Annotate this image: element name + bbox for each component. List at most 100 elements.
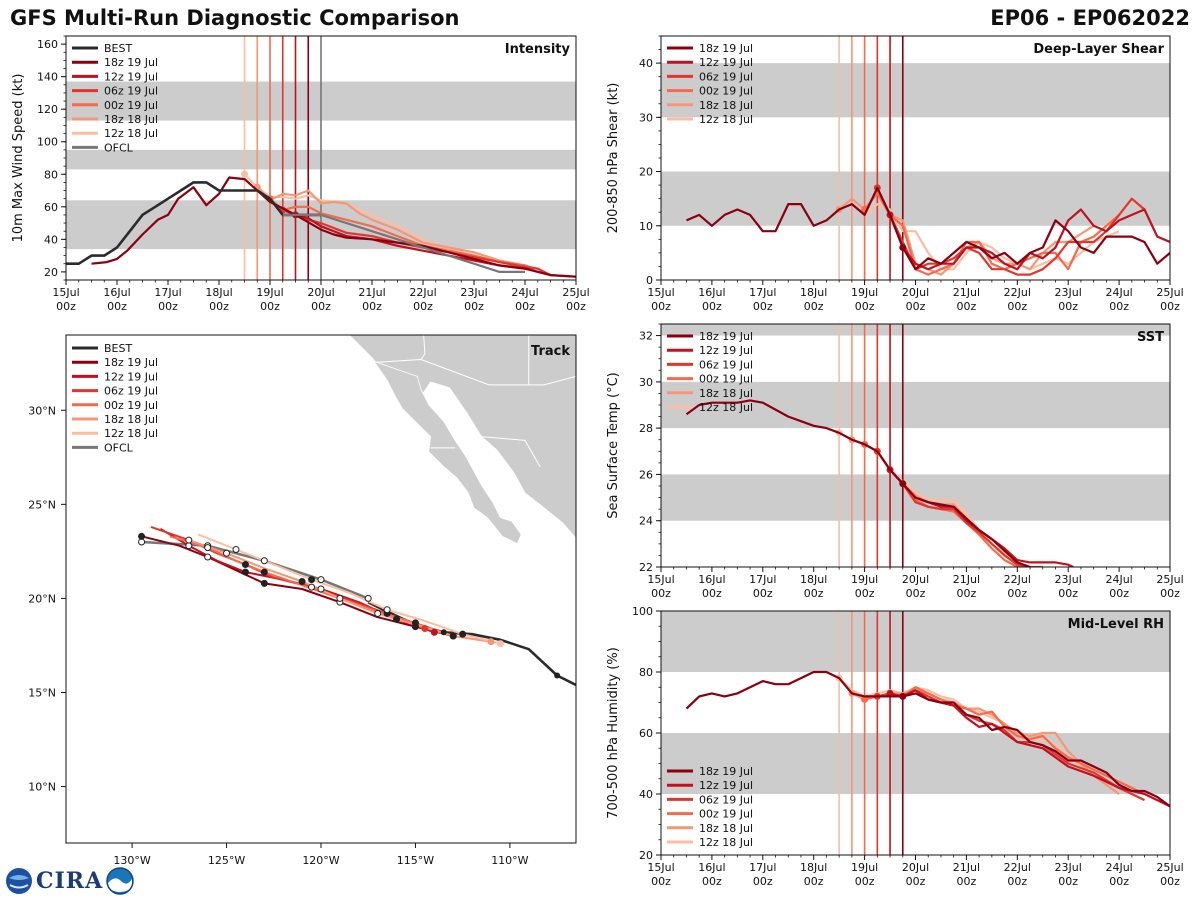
- track-point-forecast: [449, 632, 457, 640]
- track-point-forecast: [241, 561, 249, 569]
- intensity-x-tick-label: 25Jul: [562, 286, 589, 299]
- intensity-x-tick-label: 20Jul: [307, 286, 334, 299]
- track-point-forecast: [138, 532, 146, 540]
- shear-x-tick-label: 00z: [855, 300, 875, 313]
- intensity-x-tick-label: 17Jul: [154, 286, 181, 299]
- sst-threshold-band: [661, 381, 1170, 429]
- sst-x-tick-label: 25Jul: [1156, 573, 1183, 586]
- track-y-tick-label: 15°N: [28, 686, 56, 699]
- intensity-y-tick-label: 160: [37, 38, 58, 51]
- shear-x-tick-label: 00z: [804, 300, 824, 313]
- track-point-forecast: [411, 619, 419, 627]
- shear-legend-label: 00z 19 Jul: [699, 85, 753, 98]
- intensity-y-tick-label: 60: [44, 201, 58, 214]
- track-point-best: [554, 672, 561, 679]
- sst-legend-label: 12z 19 Jul: [699, 344, 753, 357]
- baja-california-peninsula: [372, 360, 522, 545]
- track-point-ofcl: [138, 538, 146, 546]
- shear-x-tick-label: 00z: [753, 300, 773, 313]
- track-point-forecast: [185, 542, 193, 550]
- logo-text: CIRA: [36, 868, 104, 894]
- track-point-best: [440, 629, 447, 636]
- sst-init-marker: [899, 480, 907, 488]
- shear-x-tick-label: 15Jul: [647, 286, 674, 299]
- shear-y-tick-label: 10: [639, 220, 653, 233]
- track-series-ofcl: [141, 540, 369, 600]
- rh-legend-label: 06z 19 Jul: [699, 793, 753, 806]
- track-point-forecast: [185, 536, 193, 544]
- track-legend-label: OFCL: [104, 441, 134, 454]
- intensity-init-marker: [241, 170, 248, 178]
- sst-x-tick-label: 21Jul: [953, 573, 980, 586]
- track-y-tick-label: 25°N: [28, 498, 56, 511]
- intensity-series-ofcl: [282, 213, 525, 273]
- shear-y-tick-label: 0: [646, 274, 653, 287]
- rh-x-tick-label: 00z: [651, 875, 671, 888]
- track-y-tick-label: 30°N: [28, 404, 56, 417]
- intensity-y-axis-label: 10m Max Wind Speed (kt): [11, 74, 26, 243]
- track-init-marker: [421, 625, 429, 633]
- track-point-ofcl: [260, 557, 268, 565]
- track-series-best: [367, 601, 576, 687]
- sst-x-tick-label: 00z: [1109, 587, 1129, 600]
- intensity-y-tick-label: 120: [37, 103, 58, 116]
- rh-x-tick-label: 00z: [855, 875, 875, 888]
- rh-y-tick-label: 60: [639, 727, 653, 740]
- rh-init-marker: [861, 695, 869, 703]
- shear-legend-label: 12z 19 Jul: [699, 56, 753, 69]
- intensity-y-tick-label: 140: [37, 71, 58, 84]
- rh-x-tick-label: 00z: [753, 875, 773, 888]
- track-point-forecast: [308, 576, 316, 584]
- intensity-x-tick-label: 00z: [515, 300, 535, 313]
- rh-x-tick-label: 24Jul: [1105, 861, 1132, 874]
- shear-x-tick-label: 00z: [906, 300, 926, 313]
- shear-x-tick-label: 22Jul: [1004, 286, 1031, 299]
- sst-threshold-band: [661, 324, 1170, 336]
- shear-x-tick-label: 00z: [1160, 300, 1180, 313]
- intensity-x-tick-label: 23Jul: [460, 286, 487, 299]
- intensity-x-tick-label: 00z: [566, 300, 586, 313]
- sst-x-tick-label: 00z: [1160, 587, 1180, 600]
- intensity-x-tick-label: 22Jul: [409, 286, 436, 299]
- rh-x-tick-label: 00z: [1160, 875, 1180, 888]
- track-legend-label: 06z 19 Jul: [104, 385, 158, 398]
- shear-x-tick-label: 00z: [651, 300, 671, 313]
- rh-panel-title: Mid-Level RH: [1068, 617, 1164, 632]
- track-x-tick-label: 110°W: [491, 854, 528, 867]
- rh-x-tick-label: 00z: [804, 875, 824, 888]
- sst-x-tick-label: 00z: [804, 587, 824, 600]
- track-init-marker: [430, 628, 438, 636]
- shear-legend-label: 06z 19 Jul: [699, 70, 753, 83]
- sst-x-tick-label: 19Jul: [851, 573, 878, 586]
- track-series-18z-18-jul: [188, 539, 492, 643]
- sst-x-tick-label: 00z: [1058, 587, 1078, 600]
- shear-threshold-band: [661, 63, 1170, 118]
- globe-icon: [6, 868, 32, 894]
- intensity-x-tick-label: 15Jul: [52, 286, 79, 299]
- rh-x-tick-label: 17Jul: [749, 861, 776, 874]
- track-x-tick-label: 120°W: [302, 854, 339, 867]
- intensity-x-tick-label: 00z: [209, 300, 229, 313]
- sst-y-tick-label: 26: [639, 468, 653, 481]
- sst-y-tick-label: 28: [639, 422, 653, 435]
- sst-x-tick-label: 24Jul: [1105, 573, 1132, 586]
- intensity-x-tick-label: 24Jul: [511, 286, 538, 299]
- intensity-x-tick-label: 00z: [464, 300, 484, 313]
- track-init-marker: [487, 638, 495, 646]
- shear-x-tick-label: 19Jul: [851, 286, 878, 299]
- rh-legend-label: 18z 18 Jul: [699, 822, 753, 835]
- intensity-y-tick-label: 20: [44, 266, 58, 279]
- sst-x-tick-label: 22Jul: [1004, 573, 1031, 586]
- rh-x-tick-label: 15Jul: [647, 861, 674, 874]
- shear-series-00z-19-jul: [863, 192, 1120, 276]
- track-x-tick-label: 115°W: [397, 854, 434, 867]
- intensity-x-tick-label: 18Jul: [205, 286, 232, 299]
- intensity-x-tick-label: 00z: [158, 300, 178, 313]
- intensity-y-tick-label: 100: [37, 136, 58, 149]
- sst-x-tick-label: 00z: [1007, 587, 1027, 600]
- rh-x-tick-label: 23Jul: [1055, 861, 1082, 874]
- track-point-forecast: [317, 585, 325, 593]
- shear-x-tick-label: 24Jul: [1105, 286, 1132, 299]
- rh-x-tick-label: 25Jul: [1156, 861, 1183, 874]
- intensity-x-tick-label: 00z: [260, 300, 280, 313]
